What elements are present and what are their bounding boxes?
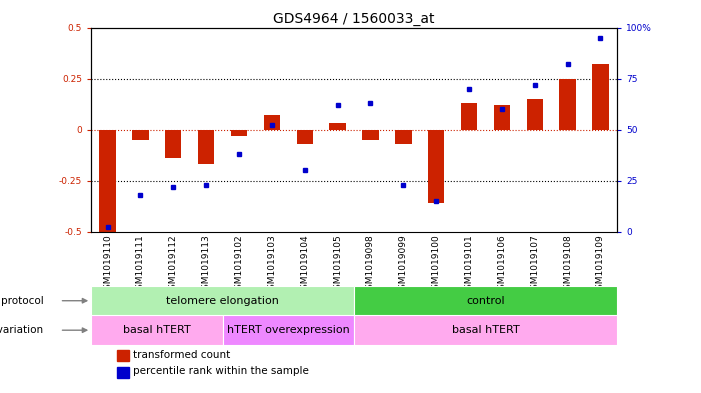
Text: telomere elongation: telomere elongation [166, 296, 279, 306]
Text: GSM1019108: GSM1019108 [563, 234, 572, 295]
Bar [100, 130, 116, 231]
Bar [526, 99, 543, 130]
Text: basal hTERT: basal hTERT [123, 325, 191, 335]
Bar [354, 286, 617, 316]
Bar [559, 79, 576, 130]
Bar [198, 130, 215, 164]
Bar [223, 316, 354, 345]
Text: GSM1019111: GSM1019111 [136, 234, 145, 295]
Bar [395, 130, 411, 144]
Text: GSM1019106: GSM1019106 [498, 234, 506, 295]
Bar [118, 367, 129, 378]
Text: GSM1019103: GSM1019103 [267, 234, 276, 295]
Text: GSM1019113: GSM1019113 [202, 234, 210, 295]
Text: GSM1019107: GSM1019107 [530, 234, 539, 295]
Text: hTERT overexpression: hTERT overexpression [227, 325, 350, 335]
Text: GSM1019104: GSM1019104 [300, 234, 309, 295]
Text: GSM1019098: GSM1019098 [366, 234, 375, 295]
Bar [165, 130, 182, 158]
Bar [91, 286, 354, 316]
Text: GSM1019100: GSM1019100 [432, 234, 441, 295]
Text: control: control [466, 296, 505, 306]
Text: GSM1019102: GSM1019102 [235, 234, 243, 295]
Text: GSM1019101: GSM1019101 [465, 234, 473, 295]
Text: protocol: protocol [1, 296, 44, 306]
Text: basal hTERT: basal hTERT [451, 325, 519, 335]
Bar [132, 130, 149, 140]
Bar [264, 115, 280, 130]
Bar [329, 123, 346, 130]
Text: GSM1019105: GSM1019105 [333, 234, 342, 295]
Text: transformed count: transformed count [133, 350, 231, 360]
Text: genotype/variation: genotype/variation [0, 325, 44, 335]
Title: GDS4964 / 1560033_at: GDS4964 / 1560033_at [273, 13, 435, 26]
Bar [592, 64, 608, 130]
Text: GSM1019110: GSM1019110 [103, 234, 112, 295]
Text: GSM1019109: GSM1019109 [596, 234, 605, 295]
Bar [354, 316, 617, 345]
Bar [231, 130, 247, 136]
Text: GSM1019112: GSM1019112 [169, 234, 178, 295]
Bar [91, 316, 223, 345]
Bar [297, 130, 313, 144]
Bar [362, 130, 379, 140]
Bar [118, 351, 129, 361]
Text: GSM1019099: GSM1019099 [399, 234, 408, 295]
Bar [494, 105, 510, 130]
Text: percentile rank within the sample: percentile rank within the sample [133, 366, 309, 376]
Bar [428, 130, 444, 203]
Bar [461, 103, 477, 130]
